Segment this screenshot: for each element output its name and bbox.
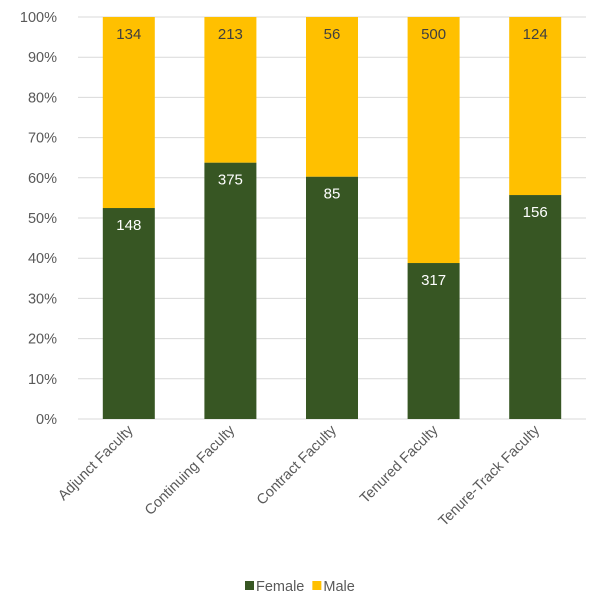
- legend-label-female: Female: [256, 579, 304, 595]
- data-label-female-tenured-faculty: 317: [421, 272, 446, 289]
- data-label-female-contract-faculty: 85: [324, 186, 341, 203]
- y-tick-label: 40%: [28, 251, 57, 267]
- y-tick-label: 70%: [28, 131, 57, 147]
- bar-female-continuing-faculty: [204, 162, 257, 420]
- bars: [102, 17, 562, 420]
- y-tick-label: 0%: [36, 412, 57, 428]
- data-label-male-continuing-faculty: 213: [218, 26, 243, 43]
- x-tick-label-continuing-faculty: Continuing Faculty: [142, 422, 239, 519]
- bar-female-tenure-track-faculty: [509, 195, 562, 419]
- x-tick-label-adjunct-faculty: Adjunct Faculty: [55, 422, 137, 504]
- bar-male-adjunct-faculty: [102, 17, 155, 209]
- data-label-female-adjunct-faculty: 148: [116, 217, 141, 234]
- bar-male-contract-faculty: [306, 17, 358, 177]
- data-label-male-contract-faculty: 56: [324, 26, 341, 43]
- y-tick-label: 20%: [28, 332, 57, 348]
- y-tick-label: 10%: [28, 372, 57, 388]
- y-tick-label: 30%: [28, 291, 57, 307]
- data-labels: 148 134 375 213 85 56 317 500 156 124: [116, 26, 547, 289]
- data-label-male-adjunct-faculty: 134: [116, 26, 141, 43]
- y-axis-tick-labels: 0% 10% 20% 30% 40% 50% 60% 70% 80% 90% 100%: [20, 10, 57, 428]
- x-tick-label-tenure-track-faculty: Tenure-Track Faculty: [436, 422, 544, 530]
- legend-swatch-female: [245, 581, 254, 590]
- bar-male-tenured-faculty: [407, 17, 460, 264]
- data-label-male-tenured-faculty: 500: [421, 26, 446, 43]
- y-tick-label: 90%: [28, 50, 57, 66]
- y-tick-label: 100%: [20, 10, 57, 26]
- data-label-female-tenure-track-faculty: 156: [523, 204, 548, 221]
- x-tick-label-contract-faculty: Contract Faculty: [254, 422, 340, 508]
- legend: Female Male: [245, 579, 355, 595]
- legend-label-male: Male: [323, 579, 354, 595]
- bar-male-continuing-faculty: [204, 17, 257, 163]
- x-tick-label-tenured-faculty: Tenured Faculty: [357, 422, 442, 507]
- y-tick-label: 50%: [28, 211, 57, 227]
- bar-female-contract-faculty: [306, 176, 358, 419]
- legend-swatch-male: [312, 581, 322, 590]
- data-label-male-tenure-track-faculty: 124: [523, 26, 548, 43]
- y-tick-label: 60%: [28, 171, 57, 187]
- bar-female-adjunct-faculty: [102, 208, 155, 419]
- x-axis-tick-labels: Adjunct Faculty Continuing Faculty Contrac…: [55, 422, 543, 530]
- y-tick-label: 80%: [28, 90, 57, 106]
- bar-female-tenured-faculty: [407, 263, 460, 419]
- data-label-female-continuing-faculty: 375: [218, 172, 243, 189]
- bar-male-tenure-track-faculty: [509, 17, 562, 196]
